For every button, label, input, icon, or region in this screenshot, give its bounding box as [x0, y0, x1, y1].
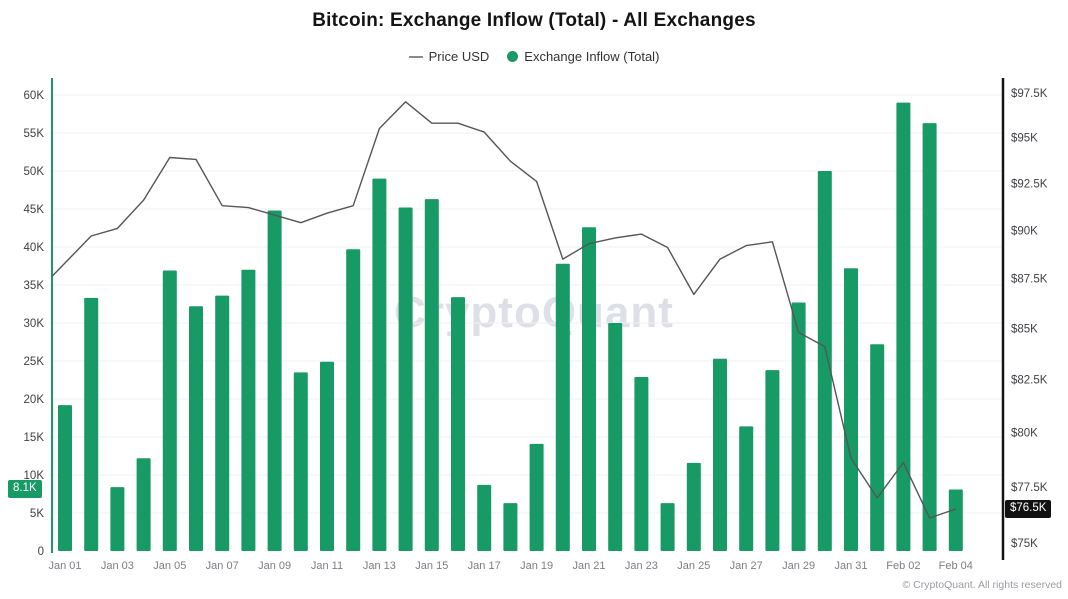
- inflow-bar[interactable]: [346, 249, 361, 551]
- inflow-bar[interactable]: [267, 210, 282, 551]
- inflow-dot-icon: [507, 51, 519, 62]
- inflow-bar[interactable]: [529, 443, 544, 551]
- inflow-bar[interactable]: [765, 370, 780, 551]
- right-axis-tick: $90K: [1011, 225, 1038, 237]
- inflow-bar[interactable]: [948, 489, 963, 551]
- inflow-bar[interactable]: [162, 270, 177, 551]
- inflow-bar[interactable]: [555, 263, 570, 551]
- price-line[interactable]: [51, 101, 957, 519]
- left-axis-tick: 35K: [24, 280, 45, 292]
- left-axis-tick: 15K: [24, 432, 45, 444]
- left-axis-tick: 20K: [24, 394, 45, 406]
- x-axis-tick: Feb 02: [886, 560, 920, 572]
- x-axis-tick: Jan 09: [258, 560, 291, 572]
- x-axis-tick: Jan 17: [468, 560, 501, 572]
- right-axis-tick: $95K: [1011, 133, 1038, 145]
- right-axis-tick: $85K: [1011, 323, 1038, 335]
- inflow-bar[interactable]: [110, 487, 125, 551]
- right-axis-tick: $82.5K: [1011, 375, 1048, 387]
- inflow-bar[interactable]: [424, 199, 439, 551]
- right-axis-tick: $80K: [1011, 427, 1038, 439]
- x-axis-tick: Jan 13: [363, 560, 396, 572]
- x-axis-tick: Jan 31: [834, 560, 867, 572]
- inflow-bar[interactable]: [372, 178, 387, 551]
- inflow-bar[interactable]: [713, 358, 727, 551]
- x-axis-tick: Jan 15: [415, 560, 448, 572]
- x-axis-tick: Feb 04: [939, 560, 973, 572]
- left-axis-tick: 45K: [24, 204, 45, 216]
- legend-inflow-label: Exchange Inflow (Total): [524, 49, 660, 64]
- right-axis-tick: $92.5K: [1011, 178, 1048, 190]
- inflow-bar[interactable]: [293, 372, 308, 551]
- inflow-bar[interactable]: [503, 503, 518, 551]
- right-axis-tick: $97.5K: [1011, 88, 1048, 100]
- x-axis-tick: Jan 27: [730, 560, 763, 572]
- x-axis-tick: Jan 01: [48, 560, 81, 572]
- x-axis-tick: Jan 05: [153, 560, 186, 572]
- x-axis-tick: Jan 19: [520, 560, 553, 572]
- chart-title: Bitcoin: Exchange Inflow (Total) - All E…: [312, 10, 756, 31]
- inflow-bar[interactable]: [634, 376, 649, 551]
- x-axis-tick: Jan 25: [677, 560, 710, 572]
- inflow-bar[interactable]: [320, 361, 334, 551]
- inflow-bar[interactable]: [739, 426, 754, 551]
- inflow-bar[interactable]: [84, 297, 99, 551]
- left-axis-tick: 0: [38, 546, 44, 558]
- legend-price-label: Price USD: [428, 49, 490, 64]
- inflow-bar[interactable]: [582, 227, 596, 552]
- inflow-bar[interactable]: [215, 295, 230, 551]
- left-axis-tick: 50K: [24, 166, 45, 178]
- x-axis-tick: Jan 23: [625, 560, 658, 572]
- left-axis-tick: 55K: [24, 128, 45, 140]
- x-axis-tick: Jan 21: [572, 560, 605, 572]
- right-axis-tick: $75K: [1011, 538, 1038, 550]
- inflow-bar[interactable]: [189, 306, 203, 551]
- inflow-bar[interactable]: [686, 462, 701, 551]
- inflow-bar[interactable]: [477, 484, 492, 551]
- x-axis-tick: Jan 03: [101, 560, 134, 572]
- legend-item-exchange-inflow[interactable]: Exchange Inflow (Total): [507, 49, 659, 64]
- legend: Price USD Exchange Inflow (Total): [0, 49, 1068, 64]
- left-axis-tick: 25K: [24, 356, 45, 368]
- price-line-icon: [408, 55, 423, 58]
- inflow-bar[interactable]: [660, 503, 675, 551]
- left-axis-tick: 60K: [24, 90, 45, 102]
- inflow-bar[interactable]: [136, 458, 151, 551]
- inflow-bar[interactable]: [58, 405, 72, 551]
- copyright: © CryptoQuant. All rights reserved: [902, 579, 1062, 591]
- left-axis-current-badge: 8.1K: [8, 480, 42, 498]
- inflow-bar[interactable]: [241, 269, 256, 551]
- right-axis-tick: $87.5K: [1011, 274, 1048, 286]
- x-axis-tick: Jan 07: [206, 560, 239, 572]
- inflow-bar[interactable]: [451, 297, 465, 551]
- inflow-bar[interactable]: [844, 268, 858, 551]
- right-axis-tick: $77.5K: [1011, 482, 1048, 494]
- inflow-bar[interactable]: [922, 123, 937, 552]
- legend-item-price-usd[interactable]: Price USD: [408, 49, 490, 64]
- inflow-bar[interactable]: [896, 102, 911, 551]
- inflow-bar[interactable]: [608, 323, 623, 551]
- inflow-bar[interactable]: [817, 171, 832, 551]
- inflow-bar[interactable]: [398, 207, 413, 552]
- right-axis-current-badge: $76.5K: [1005, 500, 1052, 518]
- inflow-bar[interactable]: [870, 344, 885, 551]
- left-axis-tick: 10K: [24, 470, 45, 482]
- left-axis-tick: 30K: [24, 318, 45, 330]
- x-axis-tick: Jan 11: [311, 560, 343, 572]
- left-axis-tick: 40K: [24, 242, 45, 254]
- x-axis-tick: Jan 29: [782, 560, 815, 572]
- inflow-bar[interactable]: [791, 302, 806, 551]
- left-axis-tick: 5K: [30, 508, 44, 520]
